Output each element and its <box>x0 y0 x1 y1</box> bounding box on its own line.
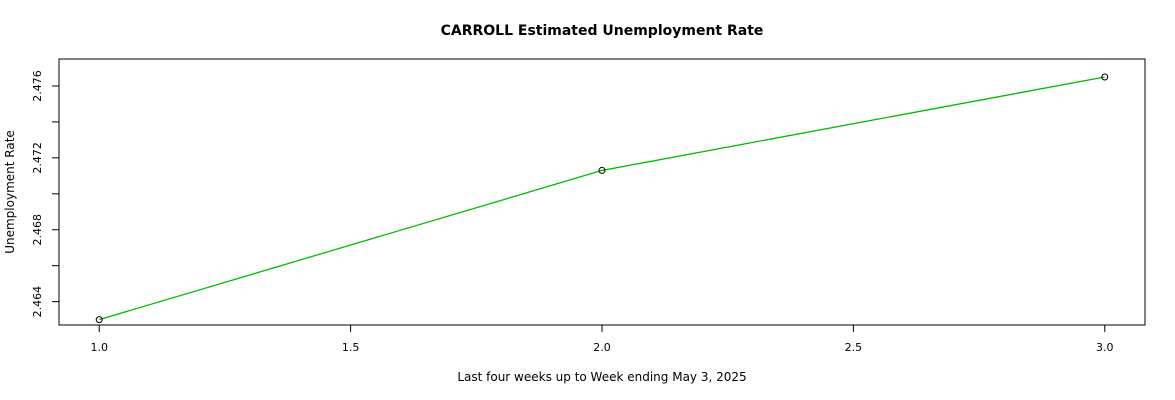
x-tick-label: 3.0 <box>1096 341 1114 354</box>
y-axis-label: Unemployment Rate <box>3 130 17 254</box>
x-tick-label: 2.0 <box>593 341 611 354</box>
x-axis: 1.0 1.5 2.0 2.5 3.0 <box>90 324 1114 354</box>
x-tick-label: 1.5 <box>342 341 360 354</box>
plot-area-border <box>58 58 1146 326</box>
y-tick-label: 2.464 <box>31 286 44 318</box>
y-tick-label: 2.468 <box>31 214 44 246</box>
x-axis-label: Last four weeks up to Week ending May 3,… <box>457 370 746 384</box>
y-axis: 2.464 2.468 2.472 2.476 <box>31 70 60 318</box>
y-tick-label: 2.472 <box>31 142 44 174</box>
series-group <box>95 73 1109 324</box>
data-point <box>1101 73 1109 81</box>
data-point <box>95 316 103 324</box>
x-tick-label: 1.0 <box>90 341 108 354</box>
y-tick-label: 2.476 <box>31 70 44 102</box>
series-line <box>99 76 1105 321</box>
x-tick-label: 2.5 <box>845 341 863 354</box>
chart-title: CARROLL Estimated Unemployment Rate <box>441 23 764 39</box>
data-point <box>598 166 606 174</box>
